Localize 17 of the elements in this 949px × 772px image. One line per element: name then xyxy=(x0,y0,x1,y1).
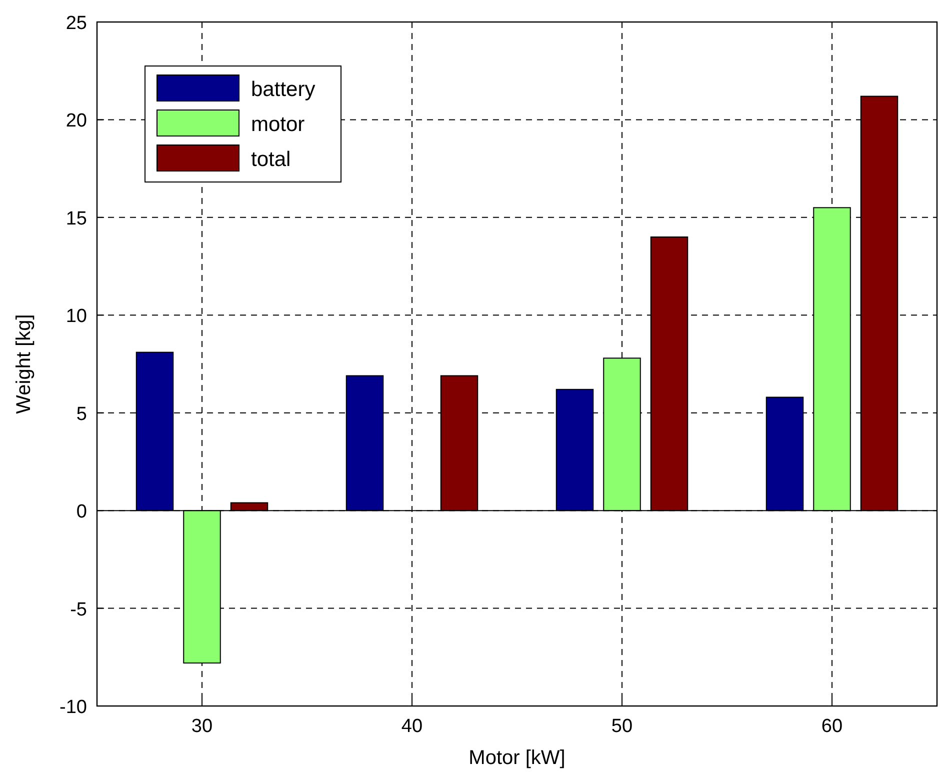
y-tick-label: 5 xyxy=(76,404,87,425)
x-axis-title: Motor [kW] xyxy=(468,747,566,769)
y-tick-label: 15 xyxy=(66,208,87,230)
legend-label: total xyxy=(251,148,291,171)
x-tick-label: 40 xyxy=(401,716,423,737)
y-axis-title: Weight [kg] xyxy=(13,314,35,414)
legend-label: battery xyxy=(251,78,316,101)
x-tick-label: 30 xyxy=(191,716,213,737)
legend-label: motor xyxy=(251,113,305,136)
y-tick-label: 0 xyxy=(76,502,87,523)
y-tick-label: -5 xyxy=(70,599,87,620)
y-tick-label: 20 xyxy=(66,110,87,132)
y-tick-label: 25 xyxy=(66,13,87,34)
y-tick-label: 10 xyxy=(66,306,87,328)
y-tick-label: -10 xyxy=(60,697,87,718)
x-tick-label: 60 xyxy=(821,716,843,737)
x-tick-label: 50 xyxy=(611,716,633,737)
